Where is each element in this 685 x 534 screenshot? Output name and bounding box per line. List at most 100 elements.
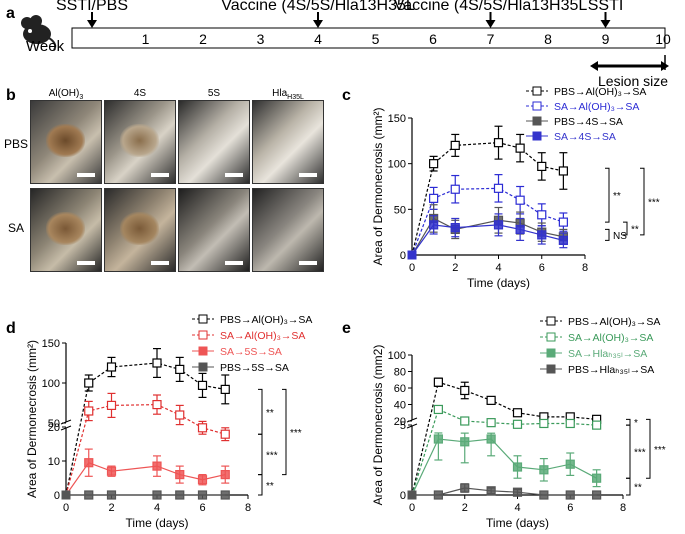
x-tick-label-4: 4 [154,502,160,514]
data-point [515,195,525,205]
data-point [515,143,525,153]
data-point [460,416,470,426]
x-tick-label-2: 2 [108,502,114,514]
photo-pbs-4s [104,100,176,184]
legend-marker-2 [198,346,208,356]
x-tick-label-2: 2 [452,262,458,274]
event-marker-0 [87,12,97,28]
y-tick-label-100: 100 [42,378,60,390]
data-point [539,418,549,429]
x-tick-label-2: 2 [462,502,468,514]
significance-label-1: *** [634,448,646,459]
legend-label-1: SA→Al(OH)₃→SA [568,332,653,344]
row-label-pbs: PBS [4,137,28,151]
significance-bracket-0: ** [258,388,274,435]
data-point [558,166,568,176]
data-point [537,230,547,240]
data-point [175,490,185,500]
bracket-line [623,221,628,236]
data-point [220,490,230,500]
data-point [84,406,94,416]
data-point-origin [61,490,71,500]
data-point [592,490,602,500]
bracket-line [258,474,263,496]
data-point [592,420,602,430]
significance-label-1: *** [266,450,278,461]
data-point [565,490,575,500]
bracket-line [282,388,287,476]
series-1 [407,174,568,260]
event-marker-2 [485,12,496,28]
series-3 [407,483,602,500]
significance-bracket-2: ** [623,221,639,236]
data-point [197,423,208,433]
data-point [197,490,208,500]
data-point [460,437,470,447]
y-tick-label-0: 0 [54,490,60,502]
y-axis-label: Area of Dermonecrosis (mm2) [371,345,385,506]
photo-grid [30,100,326,276]
legend-marker-3 [532,131,542,141]
photo-pbs-hla [252,100,324,184]
legend-marker-2 [532,116,542,126]
significance-bracket-1: *** [640,167,660,236]
data-point [539,465,549,475]
data-point [220,470,230,480]
significance-label-0: ** [613,191,621,202]
panel-a-label: a [6,5,15,22]
legend-label-2: PBS→4S→SA [554,116,623,128]
significance-label-3: NS [613,231,627,242]
data-point [539,490,549,500]
series-line-1 [411,408,597,496]
data-point [197,475,208,485]
axis-break-mark [60,425,72,431]
y-tick-label-20: 20 [394,416,406,428]
data-point [106,362,117,372]
week-tick-9: 9 [602,31,610,47]
x-axis-label: Time (days) [126,516,189,530]
significance-bracket-2: *** [646,418,666,479]
y-tick-label-100: 100 [388,159,406,171]
photo-pbs-aloh3 [30,100,102,184]
legend-label-1: SA→Al(OH)₃→SA [220,330,305,342]
significance-bracket-1: *** [626,424,646,479]
data-point [486,395,496,405]
week-tick-4: 4 [314,31,322,47]
x-tick-label-0: 0 [409,502,415,514]
x-tick-label-8: 8 [620,502,626,514]
significance-bracket-3: ** [258,474,274,496]
x-tick-label-6: 6 [567,502,573,514]
data-point [450,223,460,233]
bracket-line [258,433,263,476]
data-point [558,235,568,245]
data-point [512,487,523,497]
bracket-line [626,418,631,426]
photo-sa-hla [252,188,324,272]
x-tick-label-6: 6 [539,262,545,274]
photo-sa-4s [104,188,176,272]
photo-sa-5s [178,188,250,272]
event-arrow-head [87,20,97,28]
data-point [450,140,460,151]
data-point [486,486,496,496]
data-point [433,377,443,387]
legend-label-1: SA→Al(OH)₃→SA [554,101,639,113]
lesion-size-label: Lesion size [598,73,668,89]
legend-label-2: SA→5S→SA [220,346,282,358]
data-point [175,410,185,420]
legend-marker-3 [546,364,556,374]
week-label: Week [26,38,65,55]
column-header-1: 4S [134,88,147,99]
data-point [175,470,185,480]
row-label-sa: SA [8,221,24,235]
data-point-origin [407,250,417,260]
event-label-1: Vaccine (4S/5S/Hla13H35L [221,0,415,14]
data-point-origin [407,490,417,500]
week-tick-3: 3 [257,31,265,47]
significance-label-1: *** [648,198,660,209]
column-header-2: 5S [208,88,221,99]
panel-e-label: e [342,320,351,337]
series-3 [407,213,568,260]
data-point [106,490,117,500]
